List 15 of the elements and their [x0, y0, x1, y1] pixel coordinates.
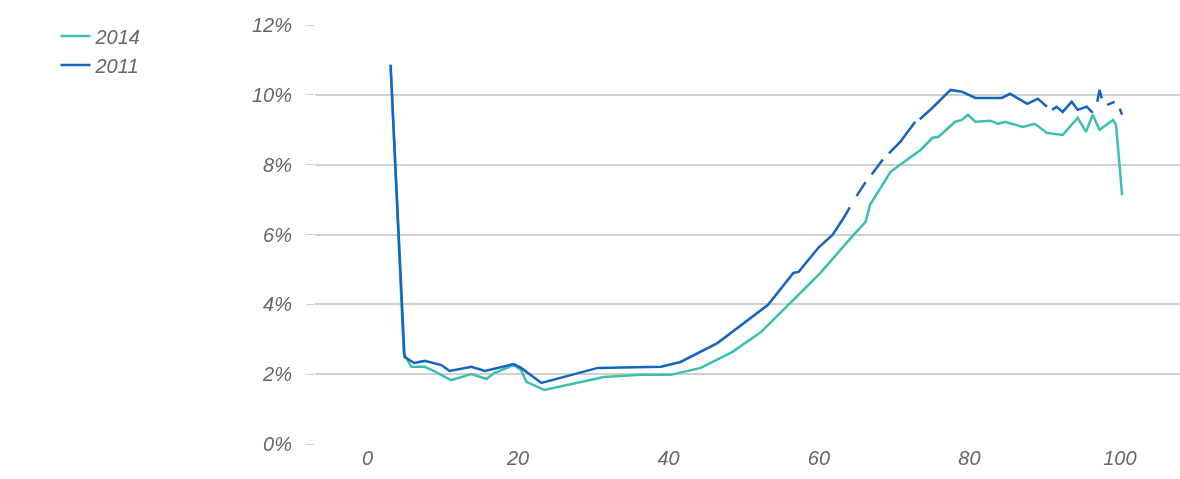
y-tick-label: 4% — [263, 293, 292, 316]
x-tick-label: 60 — [807, 447, 831, 469]
x-tick-label: 100 — [1103, 447, 1137, 469]
x-tick-label: 20 — [505, 447, 530, 469]
legend-label: 2011 — [94, 54, 139, 77]
legend-label: 2014 — [94, 25, 140, 48]
y-tick-label: 6% — [263, 223, 292, 246]
y-tick-label: 0% — [263, 433, 292, 455]
x-tick-label: 0 — [362, 447, 374, 469]
x-tick-label: 40 — [657, 447, 680, 469]
y-tick-label: 12% — [251, 14, 292, 36]
y-tick-label: 10% — [251, 83, 292, 106]
y-tick-label: 8% — [263, 153, 292, 176]
x-tick-label: 80 — [958, 447, 981, 469]
y-tick-label: 2% — [262, 363, 292, 386]
